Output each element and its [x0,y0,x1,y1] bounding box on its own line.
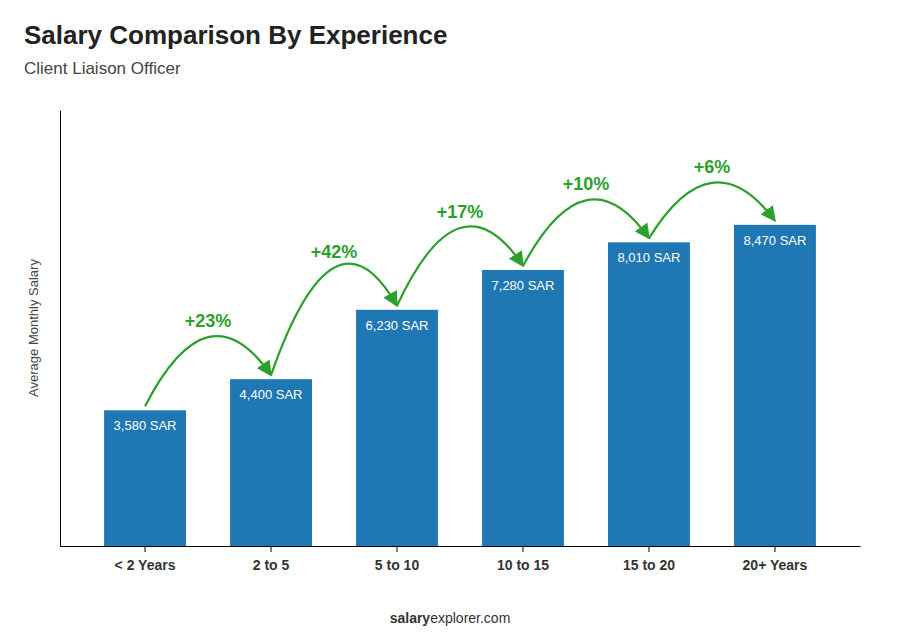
data-label: 4,400 SAR [240,387,303,402]
chart: Salary Comparison By Experience Client Li… [0,0,900,641]
data-label: 8,010 SAR [618,250,681,265]
x-tick: < 2 Years [115,546,176,573]
change-label: +23% [185,311,232,331]
change-arrow [523,199,649,266]
change-label: +17% [437,202,484,222]
footer-part: salary [390,610,431,626]
data-label: 7,280 SAR [492,278,555,293]
change-arrow [145,336,271,406]
x-tick-mark [271,546,272,552]
bar [356,310,438,546]
change-arrow [271,264,397,376]
plot-area [104,225,816,546]
x-tick: 5 to 10 [375,546,420,573]
subtitle: Client Liaison Officer [24,59,181,78]
x-tick-label: < 2 Years [115,557,176,573]
bar [104,410,186,546]
change-arrow [397,226,523,306]
change-label: +6% [694,157,731,177]
x-axis-line [61,546,861,547]
x-tick-label: 20+ Years [743,557,808,573]
title: Salary Comparison By Experience [24,20,447,50]
x-tick-mark [774,546,775,552]
change-annotations: +23% +42% +17% +10% +6% [145,157,775,406]
x-tick-mark [648,546,649,552]
bar [230,379,312,546]
x-tick-mark [145,546,146,552]
bar [608,242,690,546]
x-tick-mark [397,546,398,552]
footer: salaryexplorer.com [390,610,511,626]
x-tick-mark [522,546,523,552]
x-tick: 2 to 5 [253,546,290,573]
x-tick-label: 10 to 15 [497,557,549,573]
y-axis-title: Average Monthly Salary [26,259,41,397]
data-label: 8,470 SAR [744,233,807,248]
x-tick-label: 5 to 10 [375,557,420,573]
bar [734,225,816,546]
y-axis-line [60,111,61,547]
x-tick: 20+ Years [743,546,808,573]
x-axis: < 2 Years 2 to 5 5 to 10 10 to 15 15 to 20 20… [61,546,861,573]
change-label: +42% [311,242,358,262]
x-tick: 15 to 20 [623,546,675,573]
change-arrow [649,182,775,238]
footer-part: explorer.com [430,610,510,626]
x-tick: 10 to 15 [497,546,549,573]
x-tick-label: 2 to 5 [253,557,290,573]
y-axis [60,111,61,547]
x-tick-label: 15 to 20 [623,557,675,573]
data-label: 3,580 SAR [114,418,177,433]
data-labels: 3,580 SAR 4,400 SAR 6,230 SAR 7,280 SAR 8,01… [114,233,807,433]
change-label: +10% [563,174,610,194]
data-label: 6,230 SAR [366,318,429,333]
bar [482,270,564,546]
